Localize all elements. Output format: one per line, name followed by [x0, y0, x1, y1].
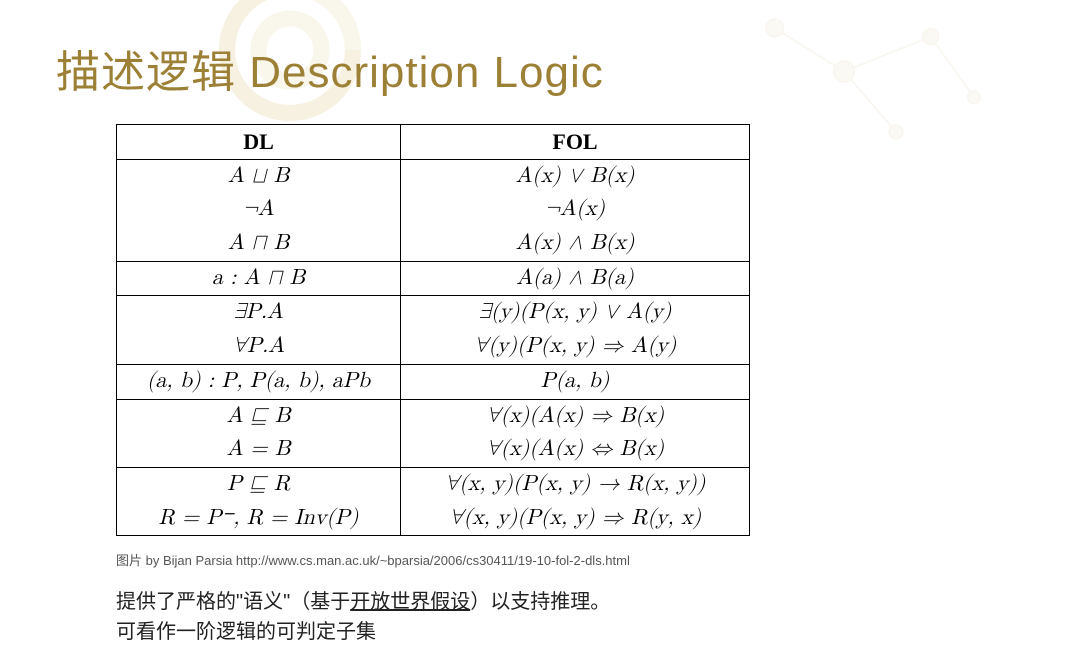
dl-cell: ¬A: [117, 193, 401, 227]
fol-cell: A(x) ∨ B(x): [401, 159, 750, 193]
fol-cell: A(a) ∧ B(a): [401, 261, 750, 296]
note-text: 可看作一阶逻辑的可判定子集: [116, 617, 1024, 647]
logic-table: DL FOL A ⊔ BA(x) ∨ B(x)¬A¬A(x)A ⊓ BA(x) …: [116, 124, 750, 536]
slide-notes: 提供了严格的"语义"（基于开放世界假设）以支持推理。 可看作一阶逻辑的可判定子集: [116, 587, 1024, 647]
dl-cell: A ⊔ B: [117, 159, 401, 193]
table-row: A = B∀(x)(A(x) ⇔ B(x): [117, 433, 750, 467]
note-text: 提供了严格的"语义"（基于: [116, 591, 350, 613]
dl-cell: A ⊑ B: [117, 399, 401, 433]
dl-cell: A ⊓ B: [117, 227, 401, 261]
table-row: R = P⁻, R = Inv(P)∀(x, y)(P(x, y) ⇒ R(y,…: [117, 502, 750, 536]
table-row: P ⊑ R∀(x, y)(P(x, y) → R(x, y)): [117, 467, 750, 501]
fol-cell: ∀(x)(A(x) ⇔ B(x): [401, 433, 750, 467]
logic-table-wrap: DL FOL A ⊔ BA(x) ∨ B(x)¬A¬A(x)A ⊓ BA(x) …: [116, 124, 1024, 536]
table-row: A ⊓ BA(x) ∧ B(x): [117, 227, 750, 261]
dl-cell: (a, b) : P, P(a, b), aPb: [117, 364, 401, 399]
table-row: A ⊑ B∀(x)(A(x) ⇒ B(x): [117, 399, 750, 433]
fol-cell: ∀(y)(P(x, y) ⇒ A(y): [401, 330, 750, 364]
note-underline: 开放世界假设: [350, 591, 470, 613]
fol-cell: ∃(y)(P(x, y) ∨ A(y): [401, 296, 750, 330]
table-row: A ⊔ BA(x) ∨ B(x): [117, 159, 750, 193]
slide-title: 描述逻辑 Description Logic: [56, 36, 1024, 100]
table-header-fol: FOL: [401, 125, 750, 160]
table-row: ∀P.A∀(y)(P(x, y) ⇒ A(y): [117, 330, 750, 364]
dl-cell: R = P⁻, R = Inv(P): [117, 502, 401, 536]
table-row: ¬A¬A(x): [117, 193, 750, 227]
fol-cell: A(x) ∧ B(x): [401, 227, 750, 261]
table-header-dl: DL: [117, 125, 401, 160]
dl-cell: A = B: [117, 433, 401, 467]
fol-cell: P(a, b): [401, 364, 750, 399]
dl-cell: ∃P.A: [117, 296, 401, 330]
fol-cell: ∀(x, y)(P(x, y) ⇒ R(y, x): [401, 502, 750, 536]
note-text: ）以支持推理。: [470, 591, 610, 613]
dl-cell: ∀P.A: [117, 330, 401, 364]
fol-cell: ∀(x)(A(x) ⇒ B(x): [401, 399, 750, 433]
fol-cell: ¬A(x): [401, 193, 750, 227]
image-caption: 图片 by Bijan Parsia http://www.cs.man.ac.…: [116, 550, 1024, 569]
dl-cell: P ⊑ R: [117, 467, 401, 501]
table-row: (a, b) : P, P(a, b), aPbP(a, b): [117, 364, 750, 399]
table-row: ∃P.A∃(y)(P(x, y) ∨ A(y): [117, 296, 750, 330]
dl-cell: a : A ⊓ B: [117, 261, 401, 296]
fol-cell: ∀(x, y)(P(x, y) → R(x, y)): [401, 467, 750, 501]
table-row: a : A ⊓ BA(a) ∧ B(a): [117, 261, 750, 296]
